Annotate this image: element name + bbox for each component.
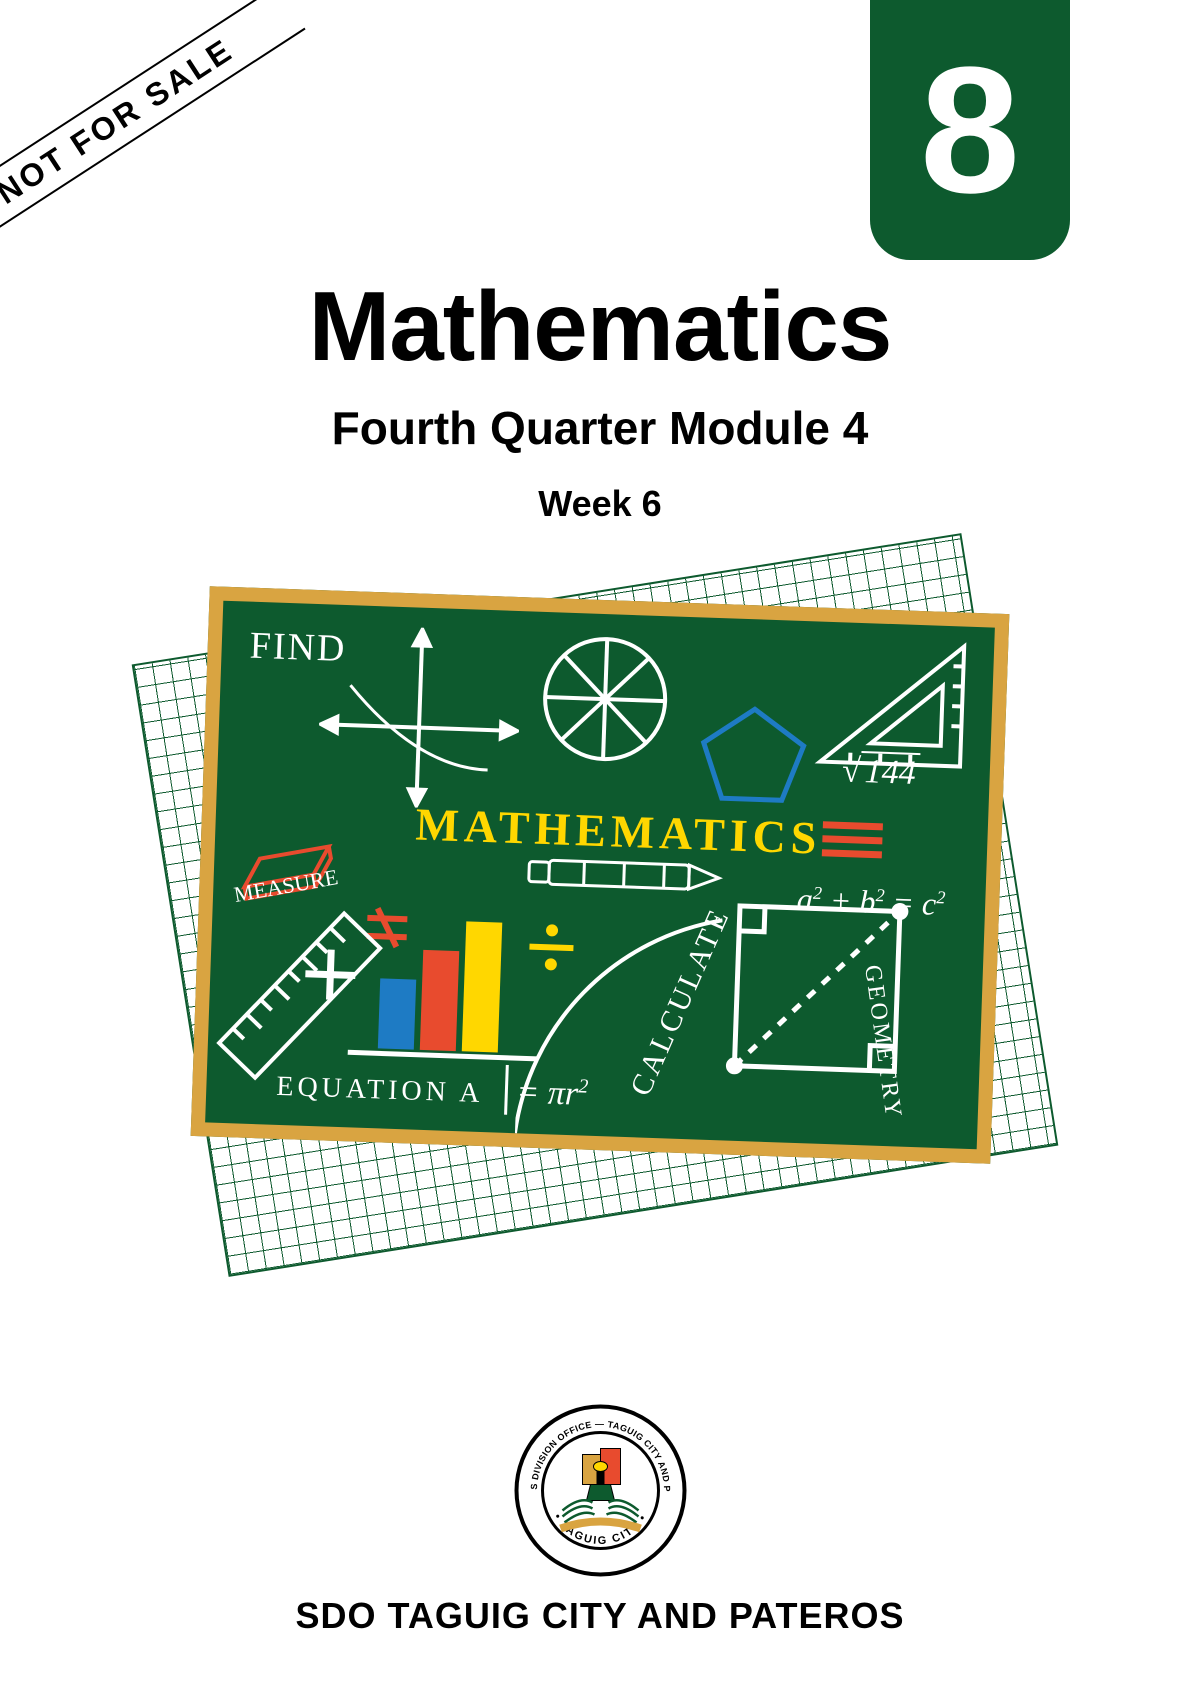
pie-chart-icon <box>528 622 683 777</box>
division-seal-icon: SCHOOLS DIVISION OFFICE — TAGUIG CITY AN… <box>513 1403 688 1578</box>
bar-1 <box>378 978 416 1049</box>
pentagon-icon <box>697 702 810 806</box>
area-formula: = πr2 <box>516 1073 589 1114</box>
not-for-sale-ribbon: NOT FOR SALE <box>0 0 306 258</box>
bar-3 <box>462 921 503 1052</box>
grade-badge: 8 <box>870 0 1070 260</box>
module-subtitle: Fourth Quarter Module 4 <box>0 401 1200 455</box>
sqrt-expression: √144 <box>841 752 920 793</box>
footer: SCHOOLS DIVISION OFFICE — TAGUIG CITY AN… <box>0 1403 1200 1637</box>
equals-lines-icon <box>817 817 888 859</box>
subject-title: Mathematics <box>0 270 1200 383</box>
illustration: FIND <box>150 570 1050 1210</box>
equation-label: EQUATION A <box>276 1071 484 1110</box>
bar-2 <box>420 950 459 1051</box>
axes-arrows-icon <box>316 624 522 811</box>
title-block: Mathematics Fourth Quarter Module 4 Week… <box>0 270 1200 525</box>
chalkboard: FIND <box>191 586 1010 1164</box>
footer-org-name: SDO TAGUIG CITY AND PATEROS <box>0 1595 1200 1637</box>
week-label: Week 6 <box>0 483 1200 525</box>
bar-chart-icon <box>378 918 502 1052</box>
divider-line-icon <box>504 1065 510 1115</box>
